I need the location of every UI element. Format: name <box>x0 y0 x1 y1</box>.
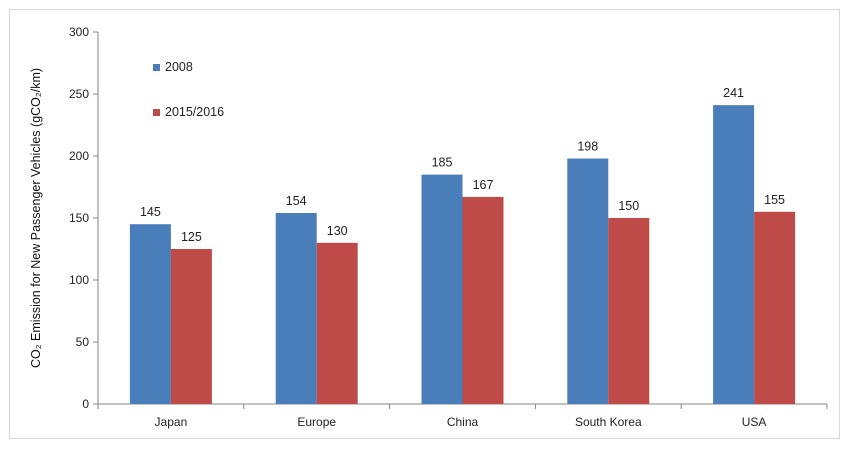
y-tick-label: 250 <box>69 87 89 101</box>
bar <box>713 105 755 404</box>
data-label: 241 <box>723 86 744 100</box>
data-labels-group: 145 125 154 130 185 167 198 150 241 155 <box>140 86 785 244</box>
bar <box>275 213 317 404</box>
y-tick-label: 200 <box>69 149 89 163</box>
data-label: 130 <box>327 224 348 238</box>
data-label: 185 <box>432 156 453 170</box>
bar <box>129 224 171 404</box>
data-label: 125 <box>181 230 202 244</box>
data-label: 155 <box>764 193 785 207</box>
bar <box>754 211 796 404</box>
bar <box>421 174 463 404</box>
y-axis-label: CO₂ Emission for New Passenger Vehicles … <box>29 68 43 368</box>
y-tick-label: 50 <box>76 335 90 349</box>
legend-swatch <box>153 64 160 71</box>
y-tick-label: 300 <box>69 25 89 39</box>
bar <box>462 196 504 404</box>
legend-label: 2008 <box>165 60 193 74</box>
x-tick-label: China <box>447 415 479 429</box>
bar <box>170 249 212 404</box>
legend: 2008 2015/2016 <box>153 60 224 119</box>
data-label: 167 <box>473 178 494 192</box>
y-tick-label: 150 <box>69 211 89 225</box>
data-label: 198 <box>577 139 598 153</box>
bar <box>316 242 358 404</box>
data-label: 145 <box>140 205 161 219</box>
bar <box>567 158 609 404</box>
y-tick-label: 100 <box>69 273 89 287</box>
y-axis-ticks: 0 50 100 150 200 250 300 <box>69 25 98 411</box>
legend-swatch <box>153 109 160 116</box>
bar <box>608 218 650 404</box>
x-tick-label: Japan <box>155 415 188 429</box>
bars-group <box>129 105 796 404</box>
y-tick-label: 0 <box>82 397 89 411</box>
x-axis-ticks: Japan Europe China South Korea USA <box>97 404 828 429</box>
data-label: 154 <box>286 194 307 208</box>
x-tick-label: South Korea <box>575 415 642 429</box>
x-tick-label: USA <box>742 415 767 429</box>
x-tick-label: Europe <box>297 415 336 429</box>
legend-label: 2015/2016 <box>165 105 224 119</box>
data-label: 150 <box>618 199 639 213</box>
